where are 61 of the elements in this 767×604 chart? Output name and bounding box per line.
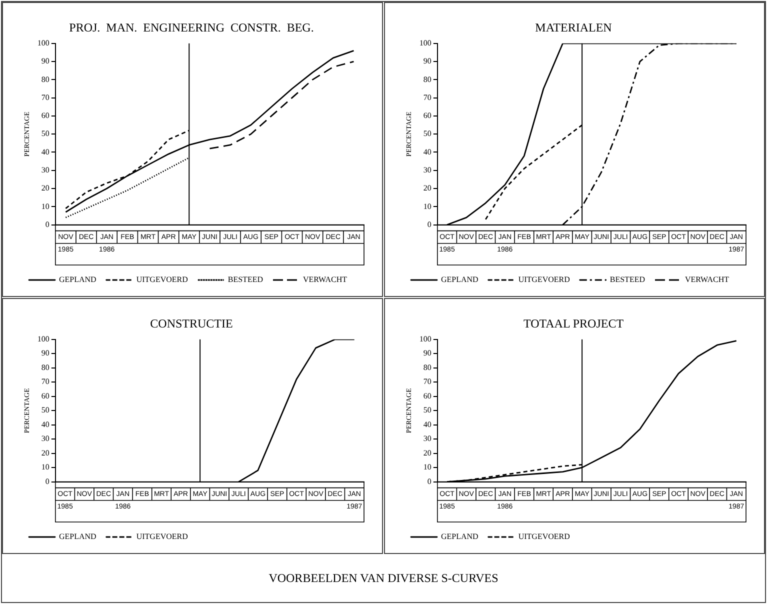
legend-label: GEPLAND	[59, 532, 97, 542]
y-tick-label: 50	[423, 406, 432, 415]
y-tick-label: 20	[423, 184, 432, 193]
y-tick-label: 90	[423, 56, 432, 66]
legend-label: UITGEVOERD	[518, 532, 570, 542]
y-tick-label: 100	[419, 334, 432, 344]
y-tick-label: 30	[41, 165, 50, 174]
y-tick-label: 40	[41, 147, 50, 156]
y-tick-label: 80	[423, 74, 432, 84]
y-tick-label: 100	[419, 38, 432, 48]
legend-label: UITGEVOERD	[136, 275, 188, 284]
y-tick-label: 10	[41, 462, 50, 472]
y-tick-label: 0	[45, 220, 50, 229]
y-tick-label: 90	[423, 348, 432, 358]
y-tick-label: 50	[423, 129, 432, 138]
chart-title: CONSTRUCTIE	[150, 316, 233, 330]
y-tick-label: 100	[37, 38, 50, 48]
legend-label: GEPLAND	[441, 532, 479, 542]
y-tick-label: 10	[423, 202, 432, 211]
y-tick-label: 60	[423, 391, 432, 400]
y-tick-label: 0	[427, 220, 432, 229]
chart-title: TOTAAL PROJECT	[523, 316, 624, 330]
y-tick-label: 50	[41, 406, 50, 415]
y-tick-label: 0	[427, 476, 432, 486]
y-tick-label: 70	[423, 377, 432, 386]
legend-label: GEPLAND	[441, 275, 479, 284]
y-tick-label: 10	[41, 202, 50, 211]
y-tick-label: 20	[423, 448, 432, 458]
y-tick-label: 40	[423, 147, 432, 156]
y-tick-label: 100	[37, 334, 50, 344]
y-tick-label: 90	[41, 56, 50, 66]
y-tick-label: 20	[41, 184, 50, 193]
y-tick-label: 70	[41, 92, 50, 102]
y-tick-label: 80	[41, 362, 50, 372]
legend-label: UITGEVOERD	[518, 275, 570, 284]
y-tick-label: 70	[41, 377, 50, 386]
legend-label: BESTEED	[610, 275, 646, 284]
y-tick-label: 90	[41, 348, 50, 358]
y-tick-label: 20	[41, 448, 50, 458]
y-tick-label: 80	[41, 74, 50, 84]
y-tick-label: 70	[423, 92, 432, 102]
y-tick-label: 30	[423, 434, 432, 444]
y-tick-label: 60	[41, 111, 50, 120]
y-tick-label: 40	[41, 420, 50, 429]
y-tick-label: 60	[41, 391, 50, 400]
text: VOORBEELDEN VAN DIVERSE S-CURVES	[268, 570, 500, 587]
y-tick-label: 10	[423, 462, 432, 472]
legend-label: VERWACHT	[302, 275, 348, 284]
legend-label: BESTEED	[228, 275, 264, 284]
y-tick-label: 30	[41, 434, 50, 444]
legend-label: GEPLAND	[59, 275, 97, 284]
y-tick-label: 80	[423, 362, 432, 372]
chart-title: MATERIALEN	[535, 20, 612, 34]
y-tick-label: 50	[41, 129, 50, 138]
y-tick-label: 0	[45, 476, 50, 486]
y-tick-label: 30	[423, 165, 432, 174]
chart-title: PROJ. MAN. ENGINEERING CONSTR. BEG.	[69, 20, 314, 34]
legend-label: VERWACHT	[684, 275, 730, 284]
y-tick-label: 40	[423, 420, 432, 429]
legend-label: UITGEVOERD	[136, 532, 188, 542]
y-tick-label: 60	[423, 111, 432, 120]
